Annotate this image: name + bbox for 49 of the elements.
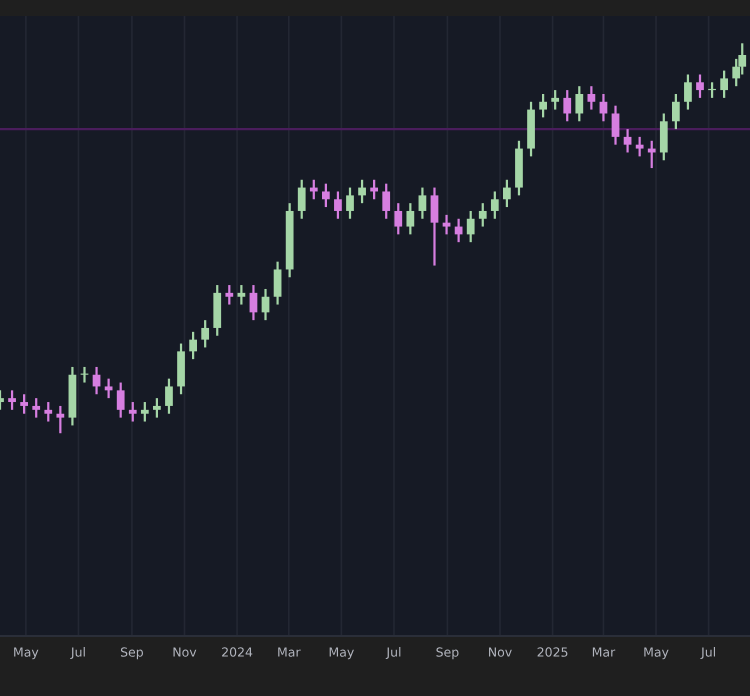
candlestick	[153, 397, 161, 419]
candlestick	[273, 260, 282, 306]
candlestick	[684, 73, 692, 111]
candlestick	[515, 139, 523, 197]
candlestick	[177, 342, 185, 396]
candlestick	[189, 330, 197, 361]
candlestick	[430, 186, 439, 267]
candlestick	[406, 202, 415, 236]
candlestick	[68, 365, 77, 427]
candlestick	[575, 85, 584, 123]
candlestick	[659, 112, 668, 162]
candlestick	[321, 182, 330, 209]
candlestick	[466, 209, 475, 244]
candlestick	[104, 377, 113, 400]
candlestick	[551, 88, 560, 111]
candlestick	[201, 319, 210, 349]
candlestick	[671, 92, 680, 131]
candlestick	[539, 92, 547, 119]
candlestick	[635, 135, 644, 158]
candlestick	[394, 202, 403, 236]
candlestick	[478, 202, 487, 228]
candlestick	[623, 127, 632, 154]
candlestick	[587, 85, 596, 111]
candlestick	[140, 400, 149, 423]
candlestick	[32, 397, 41, 419]
candlestick	[225, 283, 234, 306]
candlestick	[563, 88, 572, 123]
candlestick	[382, 182, 391, 220]
candlestick	[237, 283, 246, 306]
candlestick	[503, 178, 511, 209]
candlestick	[611, 104, 620, 146]
candlestick	[56, 404, 65, 435]
candlestick	[165, 377, 173, 415]
candlestick	[490, 190, 499, 220]
candlestick	[334, 190, 342, 220]
candlestick	[20, 393, 29, 415]
candlestick	[297, 178, 306, 220]
candlestick	[442, 213, 451, 236]
candlestick	[128, 400, 137, 423]
candlestick	[527, 100, 535, 158]
candlestick	[696, 73, 704, 99]
candlestick	[358, 178, 366, 205]
candlestick	[44, 400, 53, 423]
candlestick	[720, 69, 729, 99]
candlestick	[8, 389, 16, 411]
candlestick	[418, 186, 427, 220]
candlestick	[116, 381, 125, 419]
candlestick	[346, 186, 354, 220]
candlestick	[213, 283, 222, 337]
